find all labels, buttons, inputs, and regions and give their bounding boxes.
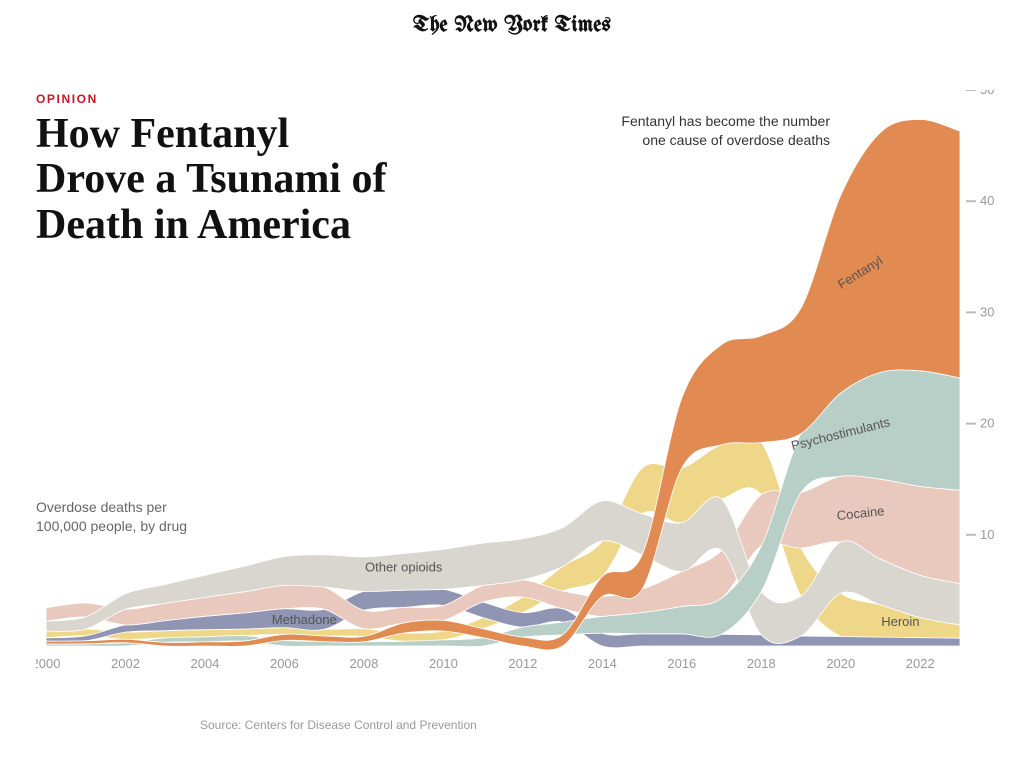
x-tick-label: 2022 — [906, 656, 935, 671]
x-tick-label: 2006 — [270, 656, 299, 671]
series-label-other-opioids: Other opioids — [365, 559, 443, 574]
y-tick-label: 30 — [980, 304, 994, 319]
y-tick-label: 40 — [980, 193, 994, 208]
series-label-methadone: Methadone — [272, 612, 337, 627]
chart-container: 2000200220042006200820102012201420162018… — [36, 90, 1000, 695]
y-tick-label: 20 — [980, 416, 994, 431]
x-tick-label: 2020 — [826, 656, 855, 671]
x-tick-label: 2018 — [747, 656, 776, 671]
x-tick-label: 2010 — [429, 656, 458, 671]
streamgraph-chart: 2000200220042006200820102012201420162018… — [36, 90, 1000, 690]
y-tick-label: 10 — [980, 527, 994, 542]
x-tick-label: 2008 — [349, 656, 378, 671]
series-label-heroin: Heroin — [881, 614, 919, 629]
x-tick-label: 2002 — [111, 656, 140, 671]
masthead-logo: The New York Times — [0, 0, 1024, 37]
y-tick-label: 50 — [980, 90, 994, 97]
x-tick-label: 2014 — [588, 656, 617, 671]
source-credit: Source: Centers for Disease Control and … — [200, 718, 477, 732]
x-tick-label: 2012 — [508, 656, 537, 671]
x-tick-label: 2016 — [667, 656, 696, 671]
x-tick-label: 2000 — [36, 656, 60, 671]
x-tick-label: 2004 — [190, 656, 219, 671]
